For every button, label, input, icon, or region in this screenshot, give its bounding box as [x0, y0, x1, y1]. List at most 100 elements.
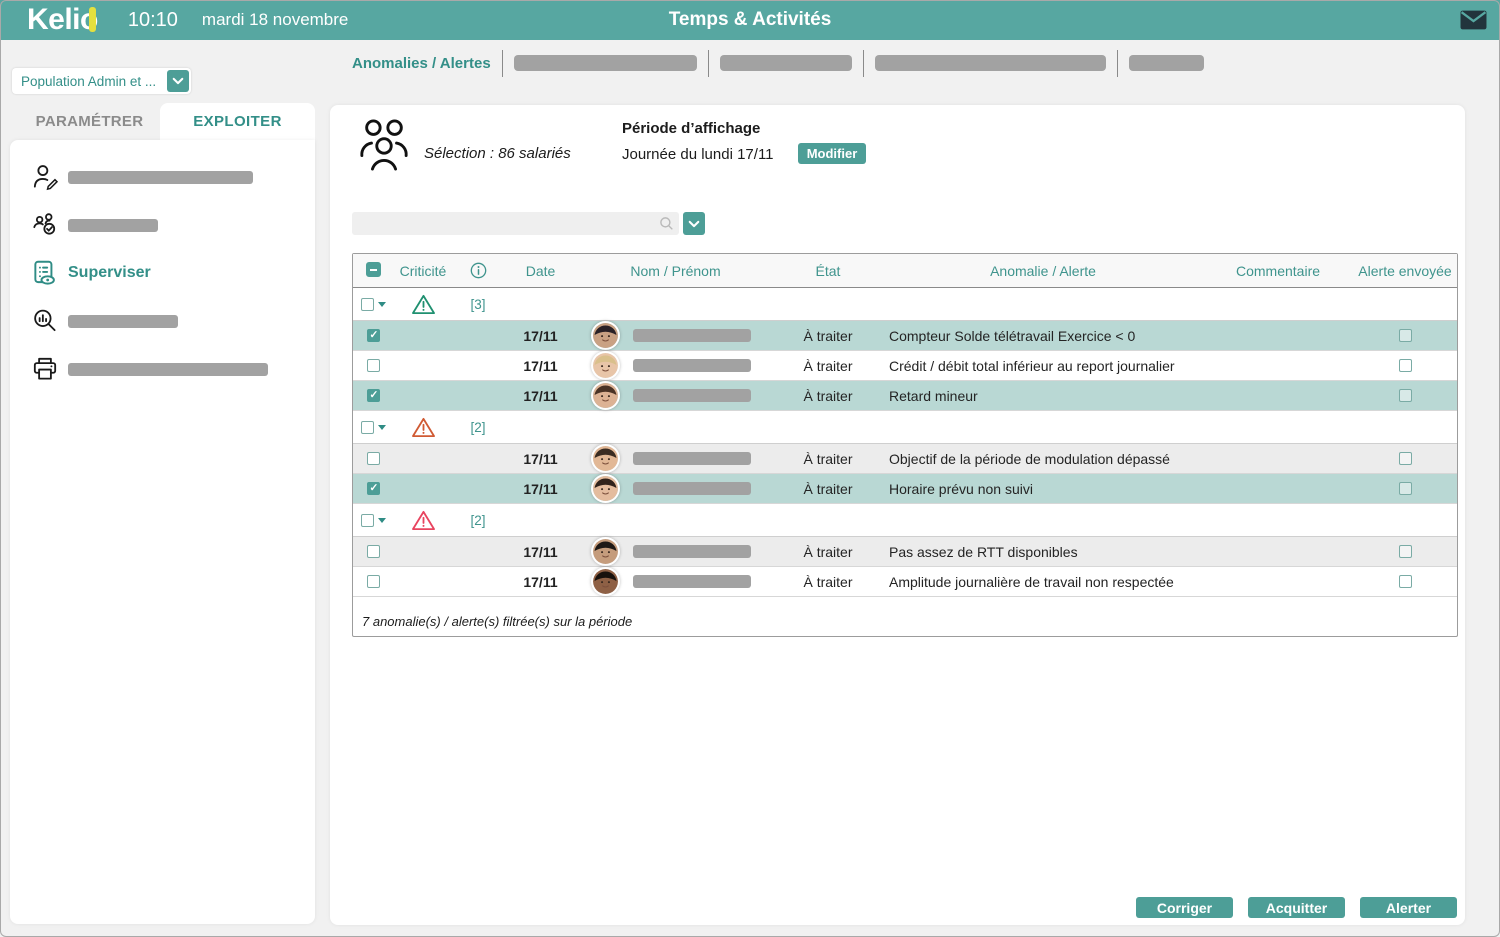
- sidebar-item[interactable]: [10, 201, 315, 249]
- tab-divider: [501, 49, 503, 77]
- column-header-date[interactable]: Date: [525, 262, 556, 279]
- sidebar-item[interactable]: [10, 297, 315, 345]
- avatar: [593, 383, 618, 408]
- name-placeholder: [633, 359, 751, 372]
- anomaly-row[interactable]: 17/11 À traiter Horaire prévu non suivi: [353, 474, 1457, 504]
- alerter-button[interactable]: Alerter: [1360, 897, 1457, 918]
- alert-sent-checkbox[interactable]: [1398, 452, 1412, 465]
- warning-triangle-icon: [411, 294, 435, 314]
- row-select-checkbox[interactable]: [366, 482, 380, 495]
- sidebar-item-superviser[interactable]: Superviser: [10, 249, 315, 297]
- tab-divider: [1116, 49, 1118, 77]
- tab-placeholder[interactable]: [719, 55, 852, 71]
- row-select-checkbox[interactable]: [366, 545, 380, 558]
- tab-exploiter[interactable]: EXPLOITER: [160, 103, 315, 140]
- print-icon: [30, 354, 62, 384]
- group-select-checkbox[interactable]: [360, 297, 374, 311]
- group-count: [2]: [470, 512, 486, 528]
- population-dropdown-button[interactable]: [167, 70, 190, 92]
- group-header-row: [2]: [353, 411, 1457, 444]
- row-date: 17/11: [523, 543, 558, 560]
- row-select-checkbox[interactable]: [366, 359, 380, 372]
- row-date: 17/11: [523, 357, 558, 374]
- search-stats-icon: [30, 306, 62, 336]
- sidebar-menu: Superviser: [10, 140, 315, 393]
- row-select-checkbox[interactable]: [366, 452, 380, 465]
- anomaly-row[interactable]: 17/11 À traiter Pas assez de RTT disponi…: [353, 537, 1457, 567]
- group-select-checkbox[interactable]: [360, 420, 374, 434]
- info-icon[interactable]: [453, 262, 503, 280]
- group-count: [2]: [470, 419, 486, 435]
- caret-down-icon[interactable]: [377, 517, 386, 523]
- alert-sent-checkbox[interactable]: [1398, 482, 1412, 495]
- alert-sent-checkbox[interactable]: [1398, 359, 1412, 372]
- tab-parametrer[interactable]: PARAMÉTRER: [35, 113, 144, 130]
- avatar: [593, 569, 618, 594]
- clock-time: 10:10: [127, 8, 178, 31]
- sidebar-item-label: Superviser: [68, 264, 151, 281]
- anomaly-row[interactable]: 17/11 À traiter Crédit / débit total inf…: [353, 351, 1457, 381]
- caret-down-icon[interactable]: [377, 424, 386, 430]
- row-comment: [1203, 381, 1353, 410]
- avatar: [593, 476, 618, 501]
- row-status: À traiter: [803, 480, 853, 497]
- population-group-icon: [358, 117, 410, 176]
- kelio-logo: Kelio: [27, 3, 98, 36]
- selection-count-label: Sélection : 86 salariés: [424, 145, 571, 162]
- tab-anomalies-alertes[interactable]: Anomalies / Alertes: [352, 54, 491, 72]
- anomaly-row[interactable]: 17/11 À traiter Retard mineur: [353, 381, 1457, 411]
- search-dropdown-button[interactable]: [683, 212, 705, 235]
- chevron-down-icon: [172, 77, 184, 85]
- search-input[interactable]: [352, 212, 679, 235]
- row-select-checkbox[interactable]: [366, 575, 380, 588]
- row-comment: [1203, 567, 1353, 596]
- modify-period-button[interactable]: Modifier: [798, 143, 866, 164]
- row-select-checkbox[interactable]: [366, 329, 380, 342]
- alert-sent-checkbox[interactable]: [1398, 575, 1412, 588]
- mail-icon[interactable]: [1460, 10, 1487, 33]
- row-anomaly-label: Objectif de la période de modulation dép…: [889, 450, 1170, 467]
- row-select-checkbox[interactable]: [366, 389, 380, 402]
- row-status: À traiter: [803, 573, 853, 590]
- population-select[interactable]: Population Admin et ...: [12, 68, 192, 94]
- corriger-button[interactable]: Corriger: [1136, 897, 1233, 918]
- sidebar-label-placeholder: [68, 170, 253, 184]
- row-anomaly-label: Crédit / débit total inférieur au report…: [889, 357, 1175, 374]
- column-header-criticite[interactable]: Criticité: [399, 262, 447, 279]
- anomaly-row[interactable]: 17/11 À traiter Amplitude journalière de…: [353, 567, 1457, 597]
- acquitter-button[interactable]: Acquitter: [1248, 897, 1345, 918]
- search-field: [352, 212, 679, 235]
- anomaly-row[interactable]: 17/11 À traiter Objectif de la période d…: [353, 444, 1457, 474]
- column-header-nom-prenom[interactable]: Nom / Prénom: [630, 262, 721, 279]
- alert-sent-checkbox[interactable]: [1398, 545, 1412, 558]
- population-select-label: Population Admin et ...: [21, 73, 157, 89]
- sidebar-item[interactable]: [10, 153, 315, 201]
- tab-placeholder[interactable]: [1128, 55, 1204, 71]
- column-header-etat[interactable]: État: [815, 262, 841, 279]
- main-panel: Sélection : 86 salariés Période d’affich…: [330, 105, 1465, 925]
- name-placeholder: [633, 452, 751, 465]
- table-body: [3] 17/11 À traiter Compteur Solde télét…: [353, 288, 1457, 597]
- avatar: [593, 446, 618, 471]
- row-date: 17/11: [523, 387, 558, 404]
- name-placeholder: [633, 389, 751, 402]
- anomaly-row[interactable]: 17/11 À traiter Compteur Solde télétrava…: [353, 321, 1457, 351]
- caret-down-icon[interactable]: [377, 301, 386, 307]
- row-comment: [1203, 474, 1353, 503]
- row-comment: [1203, 321, 1353, 350]
- sidebar-item[interactable]: [10, 345, 315, 393]
- tab-placeholder[interactable]: [513, 55, 697, 71]
- tab-placeholder[interactable]: [874, 55, 1106, 71]
- select-all-checkbox[interactable]: [365, 261, 381, 277]
- row-date: 17/11: [523, 327, 558, 344]
- column-header-anomalie-alerte[interactable]: Anomalie / Alerte: [990, 262, 1096, 279]
- alert-sent-checkbox[interactable]: [1398, 329, 1412, 342]
- group-header-row: [3]: [353, 288, 1457, 321]
- name-placeholder: [633, 482, 751, 495]
- group-select-checkbox[interactable]: [360, 513, 374, 527]
- logo-yellow-bar: [88, 7, 96, 32]
- alert-sent-checkbox[interactable]: [1398, 389, 1412, 402]
- column-header-alerte-envoyee[interactable]: Alerte envoyée: [1358, 262, 1452, 279]
- column-header-commentaire[interactable]: Commentaire: [1235, 262, 1321, 279]
- group-count: [3]: [470, 296, 486, 312]
